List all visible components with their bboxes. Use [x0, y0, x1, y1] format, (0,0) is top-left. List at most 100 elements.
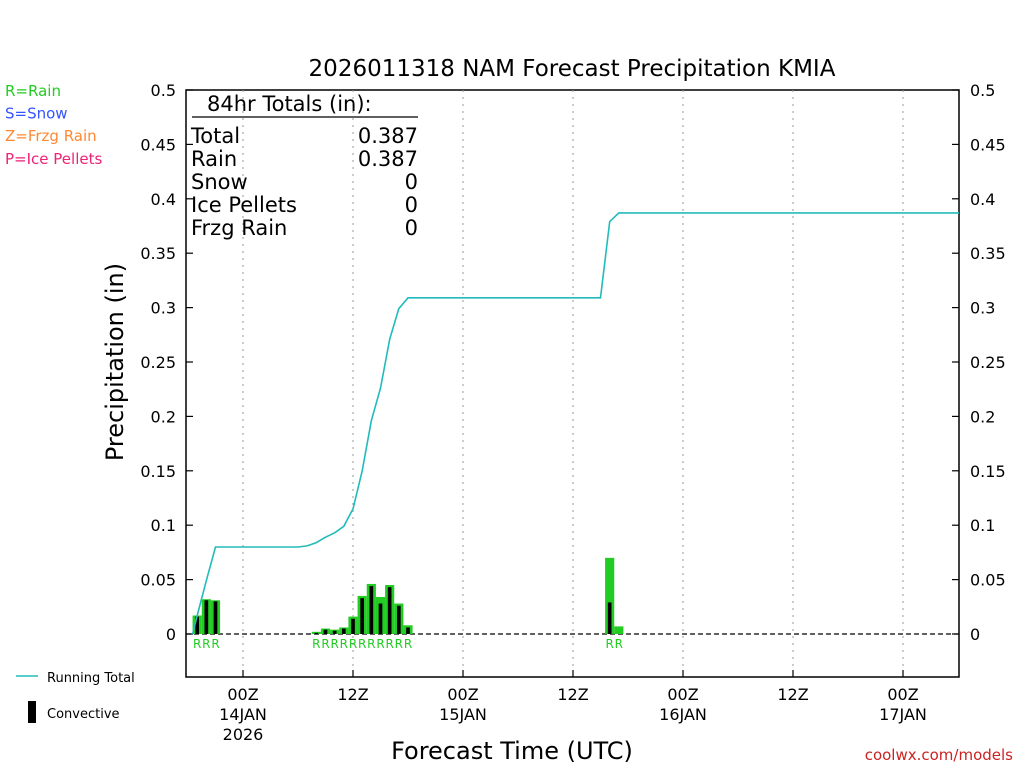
running-total-polyline [191, 212, 959, 635]
x-tick-date: 15JAN [439, 705, 487, 724]
y-axis-title: Precipitation (in) [101, 263, 129, 461]
totals-box: 84hr Totals (in): Total 0.387 Rain 0.387 Sno… [190, 92, 418, 240]
convective-bar [195, 616, 199, 634]
y-tick-label-left: 0.15 [140, 462, 176, 481]
totals-row-value: 0.387 [358, 124, 418, 148]
precip-bar [605, 557, 615, 634]
series-legend: Running Total Convective [16, 671, 135, 723]
precip-type-label: R [367, 637, 375, 651]
y-axis-left: 0 0.05 0.1 0.15 0.2 0.25 0.3 0.35 0.4 0.45 0.5 [140, 81, 193, 644]
y-tick-label-right: 0.05 [970, 571, 1006, 590]
y-tick-label-right: 0.45 [970, 135, 1006, 154]
precip-type-label: R [385, 637, 393, 651]
totals-row-label: Snow [191, 170, 248, 194]
y-tick-label-left: 0.2 [151, 407, 176, 426]
y-tick-label-left: 0.3 [151, 299, 176, 318]
totals-row-label: Rain [191, 147, 237, 171]
precip-type-label: R [202, 637, 210, 651]
x-tick-label: 12Z [337, 685, 368, 704]
precip-type-key-item: R=Rain [5, 82, 61, 100]
legend-label: Convective [47, 707, 120, 722]
x-tick-label: 00Z [667, 685, 698, 704]
totals-row-label: Total [190, 124, 240, 148]
totals-row-label: Ice Pellets [191, 193, 297, 217]
precip-type-label: R [376, 637, 384, 651]
x-tick-year: 2026 [223, 725, 264, 744]
precip-type-label: R [211, 637, 219, 651]
convective-bar [406, 627, 410, 634]
precip-type-label: R [395, 637, 403, 651]
chart-title: 2026011318 NAM Forecast Precipitation KM… [309, 56, 836, 82]
y-tick-label-right: 0.3 [970, 299, 995, 318]
y-tick-label-left: 0.5 [151, 81, 176, 100]
y-tick-label-right: 0.2 [970, 407, 995, 426]
precip-type-label: R [321, 637, 329, 651]
y-tick-label-right: 0.1 [970, 516, 995, 535]
legend-bar-swatch [28, 701, 36, 723]
precip-type-label: R [615, 637, 623, 651]
precip-type-label: R [312, 637, 320, 651]
totals-row-value: 0 [405, 193, 418, 217]
convective-bar [213, 601, 218, 634]
y-tick-label-right: 0 [970, 625, 980, 644]
precip-bars [192, 557, 624, 634]
precip-type-key-item: P=Ice Pellets [5, 150, 102, 168]
convective-bar [360, 598, 364, 634]
precip-type-label: R [349, 637, 357, 651]
totals-row-value: 0.387 [358, 147, 418, 171]
precip-type-label: R [358, 637, 366, 651]
convective-bar [332, 630, 337, 634]
totals-row-label: Frzg Rain [191, 216, 287, 240]
y-tick-label-right: 0.5 [970, 81, 995, 100]
y-tick-label-left: 0.05 [140, 571, 176, 590]
y-axis-right: 0 0.05 0.1 0.15 0.2 0.25 0.3 0.35 0.4 0.45 0.5 [952, 81, 1006, 644]
convective-bar [323, 629, 328, 634]
y-tick-label-left: 0 [166, 625, 176, 644]
credit-text: coolwx.com/models [865, 746, 1013, 764]
precip-type-label: R [605, 637, 613, 651]
precip-bar [614, 626, 624, 634]
running-total-line [191, 212, 959, 635]
x-axis-title: Forecast Time (UTC) [391, 737, 633, 765]
convective-bar [607, 602, 612, 634]
precip-type-label: R [193, 637, 201, 651]
convective-bar [314, 632, 319, 634]
precip-type-key-item: Z=Frzg Rain [5, 127, 97, 145]
x-tick-label: 12Z [557, 685, 588, 704]
convective-bar [342, 628, 346, 634]
convective-bar [387, 587, 392, 634]
x-tick-label: 00Z [447, 685, 478, 704]
convective-bar [204, 600, 209, 634]
y-tick-label-left: 0.35 [140, 244, 176, 263]
y-tick-label-right: 0.4 [970, 190, 995, 209]
totals-heading: 84hr Totals (in): [207, 92, 372, 116]
precip-type-label: R [404, 637, 412, 651]
totals-rows: Total 0.387 Rain 0.387 Snow 0 Ice Pellets 0 Frzg… [190, 124, 418, 240]
precip-type-label: R [340, 637, 348, 651]
x-tick-label: 12Z [777, 685, 808, 704]
precip-type-key-item: S=Snow [5, 105, 68, 123]
y-tick-label-right: 0.15 [970, 462, 1006, 481]
x-tick-date: 17JAN [879, 705, 927, 724]
totals-row-value: 0 [405, 216, 418, 240]
convective-bar [369, 586, 374, 634]
y-tick-label-right: 0.35 [970, 244, 1006, 263]
totals-row-value: 0 [405, 170, 418, 194]
y-tick-label-left: 0.25 [140, 353, 176, 372]
y-tick-label-left: 0.1 [151, 516, 176, 535]
x-tick-label: 00Z [227, 685, 258, 704]
y-tick-label-left: 0.45 [140, 135, 176, 154]
y-tick-label-left: 0.4 [151, 190, 176, 209]
x-tick-date: 14JAN [219, 705, 267, 724]
convective-bar [397, 605, 401, 634]
y-tick-label-right: 0.25 [970, 353, 1006, 372]
precip-type-label: R [330, 637, 338, 651]
x-tick-label: 00Z [887, 685, 918, 704]
x-tick-date: 16JAN [659, 705, 707, 724]
legend-label: Running Total [47, 671, 135, 686]
convective-bar [351, 618, 355, 634]
